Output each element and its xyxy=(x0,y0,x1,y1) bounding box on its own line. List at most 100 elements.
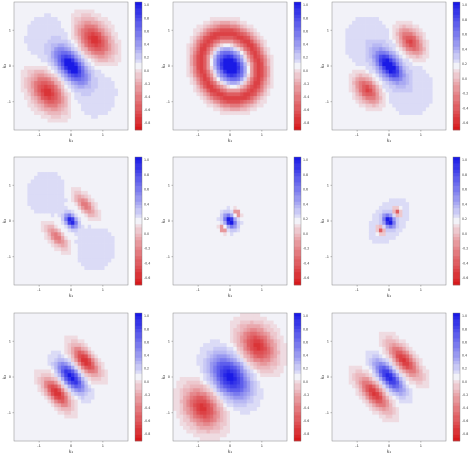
heatmap-cell xyxy=(84,213,89,218)
heatmap-cell xyxy=(375,32,380,37)
heatmap-cell xyxy=(30,262,35,267)
colorbar-step xyxy=(135,110,142,115)
heatmap-cell xyxy=(14,122,18,127)
heatmap-cell xyxy=(415,47,420,52)
heatmap-cell xyxy=(196,2,201,7)
heatmap-cell xyxy=(94,66,99,71)
heatmap-cell xyxy=(101,81,105,86)
heatmap-cell xyxy=(121,217,125,222)
heatmap-cell xyxy=(389,9,393,14)
heatmap-cell xyxy=(283,96,288,101)
heatmap-cell xyxy=(253,32,258,37)
heatmap-cell xyxy=(37,164,42,169)
heatmap-cell xyxy=(60,217,65,222)
heatmap-cell xyxy=(20,172,25,177)
heatmap-cell xyxy=(17,28,22,33)
heatmap-cell xyxy=(81,73,85,78)
heatmap-cell xyxy=(84,81,89,86)
heatmap-cell xyxy=(335,20,340,25)
heatmap-cell xyxy=(77,281,82,286)
colorbar-step xyxy=(294,120,301,124)
heatmap-cell xyxy=(176,194,181,199)
heatmap-cell xyxy=(14,35,18,40)
heatmap-cell xyxy=(104,164,109,169)
heatmap-cell xyxy=(17,84,22,89)
heatmap-cell xyxy=(358,17,363,22)
heatmap-cell xyxy=(101,9,105,14)
heatmap-cell xyxy=(94,213,99,218)
heatmap-cell xyxy=(412,114,417,120)
heatmap-cell xyxy=(173,47,177,52)
heatmap-cell xyxy=(101,172,105,177)
heatmap-cell xyxy=(203,73,207,78)
heatmap-cell xyxy=(107,198,112,203)
heatmap-cell xyxy=(425,50,430,56)
heatmap-cell xyxy=(71,221,75,226)
heatmap-cell xyxy=(117,81,122,86)
heatmap-cell xyxy=(429,66,433,71)
heatmap-cell xyxy=(87,202,92,207)
heatmap-cell xyxy=(14,160,18,165)
heatmap-cell xyxy=(179,84,184,89)
heatmap-cell xyxy=(47,81,52,86)
heatmap-cell xyxy=(27,239,32,244)
heatmap-cell xyxy=(273,92,278,97)
heatmap-cell xyxy=(67,118,72,123)
heatmap-cell xyxy=(442,96,447,101)
heatmap-cell xyxy=(256,54,261,59)
heatmap-cell xyxy=(34,9,38,14)
heatmap-cell xyxy=(276,107,281,112)
heatmap-cell xyxy=(352,39,356,44)
heatmap-cell xyxy=(226,81,231,86)
heatmap-cell xyxy=(24,96,28,101)
heatmap-cell xyxy=(84,114,89,120)
heatmap-cell xyxy=(216,92,221,97)
heatmap-cell xyxy=(97,273,102,278)
heatmap-cell xyxy=(64,254,68,259)
heatmap-cell xyxy=(216,32,221,37)
heatmap-cell xyxy=(213,24,217,29)
heatmap-cell xyxy=(435,84,440,89)
heatmap-cell xyxy=(402,99,407,104)
heatmap-cell xyxy=(342,50,346,56)
heatmap-cell xyxy=(67,77,72,82)
heatmap-cell xyxy=(81,254,85,259)
heatmap-cell xyxy=(395,43,400,48)
heatmap-cell xyxy=(230,47,234,52)
heatmap-cell xyxy=(34,183,38,188)
heatmap-cell xyxy=(240,96,244,101)
heatmap-cell xyxy=(77,247,82,252)
heatmap-cell xyxy=(435,47,440,52)
heatmap-cell xyxy=(121,281,125,286)
heatmap-cell xyxy=(67,269,72,275)
heatmap-cell xyxy=(422,9,427,14)
heatmap-cell xyxy=(209,66,214,71)
heatmap-cell xyxy=(358,69,363,74)
colorbar-step xyxy=(135,75,142,80)
heatmap-cell xyxy=(40,69,45,74)
heatmap-cell xyxy=(342,88,346,93)
heatmap-cell xyxy=(81,103,85,108)
heatmap-cell xyxy=(124,111,129,116)
heatmap-cell xyxy=(64,114,68,120)
heatmap-cell xyxy=(81,213,85,218)
heatmap-cell xyxy=(20,122,25,127)
heatmap-cell xyxy=(81,251,85,256)
heatmap-cell xyxy=(216,111,221,116)
heatmap-cell xyxy=(176,32,181,37)
heatmap-cell xyxy=(193,114,197,120)
x-axis-label: k₁ xyxy=(228,138,233,144)
heatmap-cell xyxy=(34,17,38,22)
heatmap-cell xyxy=(121,77,125,82)
heatmap-cell xyxy=(253,126,258,131)
heatmap-cell xyxy=(24,198,28,203)
heatmap-cell xyxy=(246,13,251,18)
heatmap-cell xyxy=(30,58,35,63)
heatmap-cell xyxy=(24,107,28,112)
heatmap-cell xyxy=(219,122,224,127)
heatmap-cell xyxy=(101,13,105,18)
heatmap-cell xyxy=(173,96,177,101)
heatmap-cell xyxy=(236,96,241,101)
heatmap-cell xyxy=(84,258,89,263)
heatmap-cell xyxy=(209,111,214,116)
